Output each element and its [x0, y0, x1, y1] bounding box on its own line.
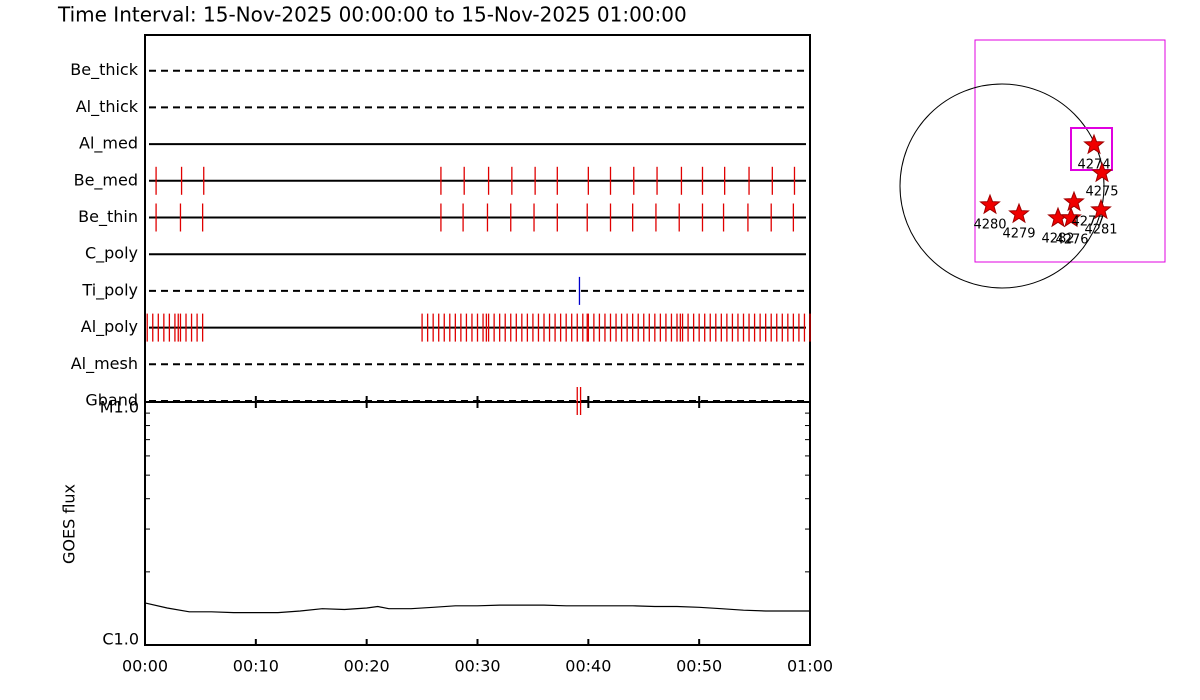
filter-label: C_poly	[85, 244, 138, 264]
filter-label: Be_med	[74, 170, 138, 190]
x-tick-label: 00:20	[344, 657, 390, 676]
region-label: 4281	[1084, 223, 1117, 238]
filter-label: Be_thick	[70, 60, 138, 80]
x-tick-label: 00:10	[233, 657, 279, 676]
region-label: 4277	[1071, 215, 1104, 230]
solar-limb	[899, 83, 1105, 289]
region-star	[1091, 161, 1113, 183]
chart-title: Time Interval: 15-Nov-2025 00:00:00 to 1…	[57, 3, 687, 27]
target-box	[1070, 127, 1113, 171]
y-tick-label: M1.0	[100, 398, 139, 417]
region-star	[1063, 190, 1085, 212]
filter-label: Al_poly	[81, 317, 138, 337]
region-label: 4279	[1002, 227, 1035, 242]
filter-label: Be_thin	[78, 207, 138, 227]
filter-label: Gband	[85, 391, 138, 410]
region-star	[979, 193, 1001, 215]
y-tick-label: C1.0	[102, 630, 139, 649]
filter-label: Al_med	[79, 134, 138, 154]
region-star	[1008, 202, 1030, 224]
y-axis-label: GOES flux	[60, 484, 79, 564]
region-label: 4276	[1055, 233, 1088, 248]
region-star	[1090, 198, 1112, 220]
region-label: 4280	[973, 218, 1006, 233]
x-tick-label: 00:00	[122, 657, 168, 676]
region-star	[1083, 133, 1105, 155]
x-tick-label: 00:30	[454, 657, 500, 676]
sun-map	[899, 39, 1166, 289]
x-tick-label: 00:40	[565, 657, 611, 676]
x-tick-label: 00:50	[676, 657, 722, 676]
region-label: 4282	[1041, 232, 1074, 247]
filter-label: Al_thick	[76, 97, 139, 117]
goes-line	[144, 602, 810, 614]
filter-label: Al_mesh	[71, 354, 138, 374]
region-label: 4275	[1085, 185, 1118, 200]
region-star	[1060, 206, 1082, 228]
filter-label: Ti_poly	[81, 280, 138, 300]
x-tick-label: 01:00	[787, 657, 833, 676]
